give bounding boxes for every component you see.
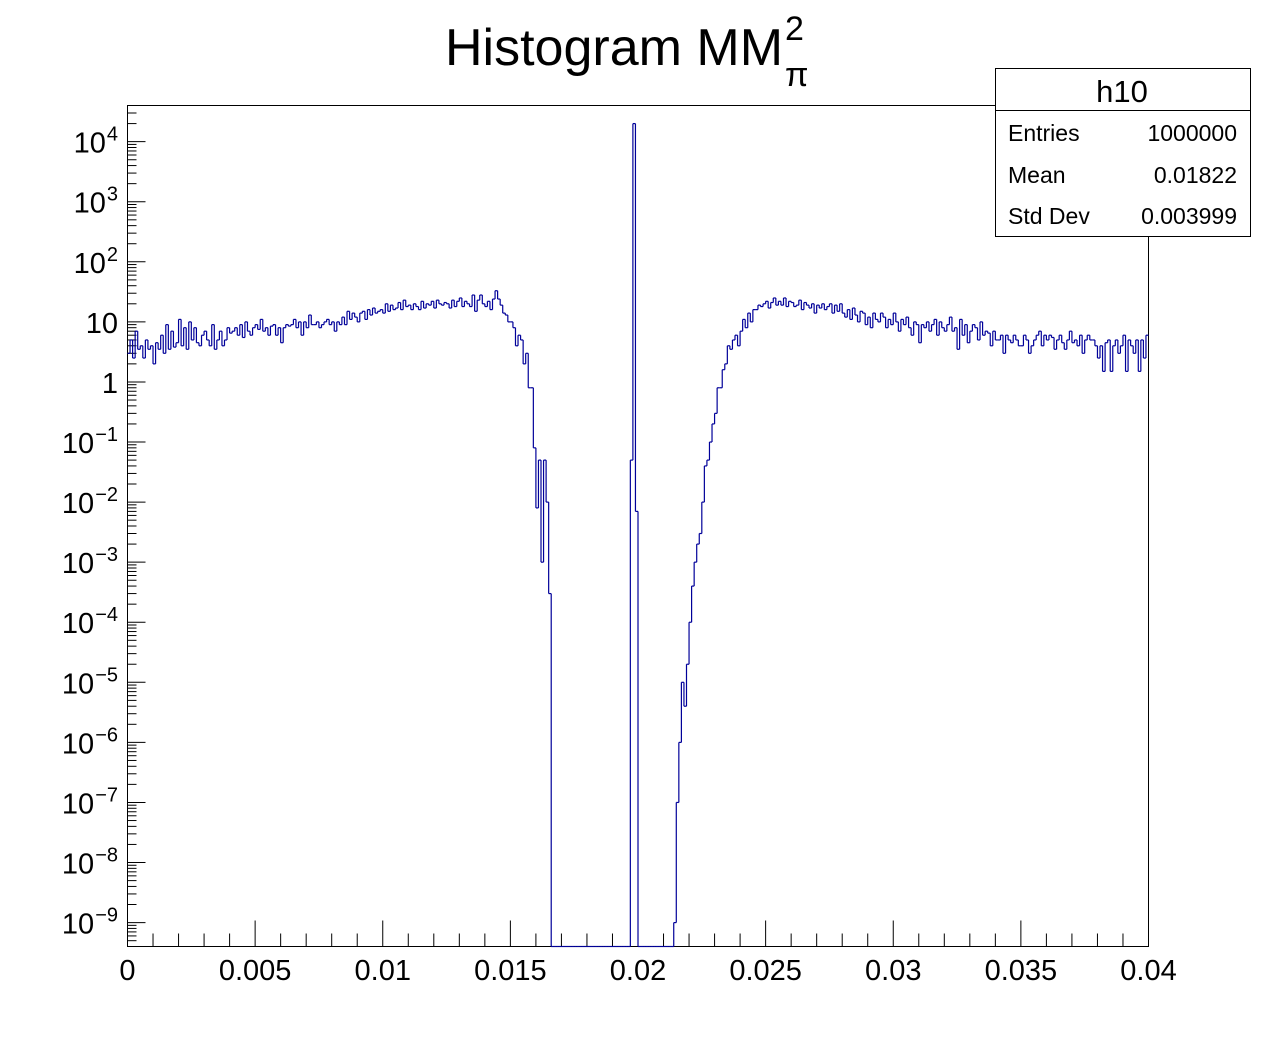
x-tick-label: 0.03: [865, 955, 921, 987]
x-tick-label: 0.035: [985, 955, 1058, 987]
y-tick-label-base: 10: [74, 248, 106, 280]
y-tick-label-exponent: −7: [95, 784, 118, 806]
y-tick-label-base: 10: [62, 548, 94, 580]
y-tick-label-base: 10: [86, 308, 118, 340]
stats-stddev-label: Std Dev: [1008, 203, 1090, 229]
stats-mean-value: 0.01822: [1154, 162, 1237, 188]
x-tick-label: 0.005: [219, 955, 292, 987]
y-tick-label-exponent: −8: [95, 845, 118, 867]
x-tick-label: 0: [119, 955, 135, 987]
y-tick-label-exponent: −1: [95, 424, 118, 446]
histogram-series: [127, 122, 1149, 948]
stats-entries-label: Entries: [1008, 120, 1080, 146]
y-tick-label-exponent: 3: [107, 184, 118, 206]
stats-box-frame: [995, 68, 1251, 237]
y-tick-label-base: 10: [62, 428, 94, 460]
y-tick-label-base: 10: [62, 728, 94, 760]
y-axis-ticks: [127, 105, 146, 947]
y-tick-label-exponent: −2: [95, 484, 118, 506]
y-tick-label-base: 1: [102, 368, 118, 400]
x-tick-label: 0.015: [474, 955, 547, 987]
chart-title-main: Histogram MM: [445, 19, 783, 77]
stats-box-name: h10: [1096, 74, 1148, 109]
stats-entries-value: 1000000: [1147, 120, 1237, 146]
x-tick-label: 0.01: [355, 955, 411, 987]
y-tick-label-base: 10: [74, 188, 106, 220]
y-tick-label-base: 10: [62, 849, 94, 881]
x-tick-label: 0.04: [1120, 955, 1176, 987]
chart-title: Histogram MM 2 π: [445, 10, 809, 94]
x-tick-label: 0.02: [610, 955, 666, 987]
stats-stddev-value: 0.003999: [1141, 203, 1237, 229]
x-tick-label: 0.025: [729, 955, 802, 987]
y-tick-label-exponent: −3: [95, 544, 118, 566]
y-tick-label-exponent: −4: [95, 604, 118, 626]
y-tick-label-base: 10: [62, 909, 94, 941]
y-tick-label-base: 10: [62, 488, 94, 520]
y-tick-label-exponent: −9: [95, 905, 118, 927]
y-tick-label-base: 10: [62, 608, 94, 640]
y-tick-label-base: 10: [62, 668, 94, 700]
y-tick-label-base: 10: [62, 788, 94, 820]
y-tick-label-base: 10: [74, 128, 106, 160]
y-tick-label-exponent: 2: [107, 244, 118, 266]
x-axis-tick-labels: 0 0.005 0.01 0.015 0.02 0.025 0.03 0.035 0.04: [119, 955, 1176, 987]
stats-mean-label: Mean: [1008, 162, 1066, 188]
y-tick-label-exponent: 4: [107, 124, 118, 146]
y-tick-label-exponent: −6: [95, 724, 118, 746]
stats-box: h10 Entries 1000000 Mean 0.01822 Std Dev…: [995, 68, 1251, 237]
y-tick-label-exponent: −5: [95, 664, 118, 686]
chart-title-superscript: 2: [785, 10, 804, 48]
chart-title-subscript: π: [785, 56, 808, 94]
